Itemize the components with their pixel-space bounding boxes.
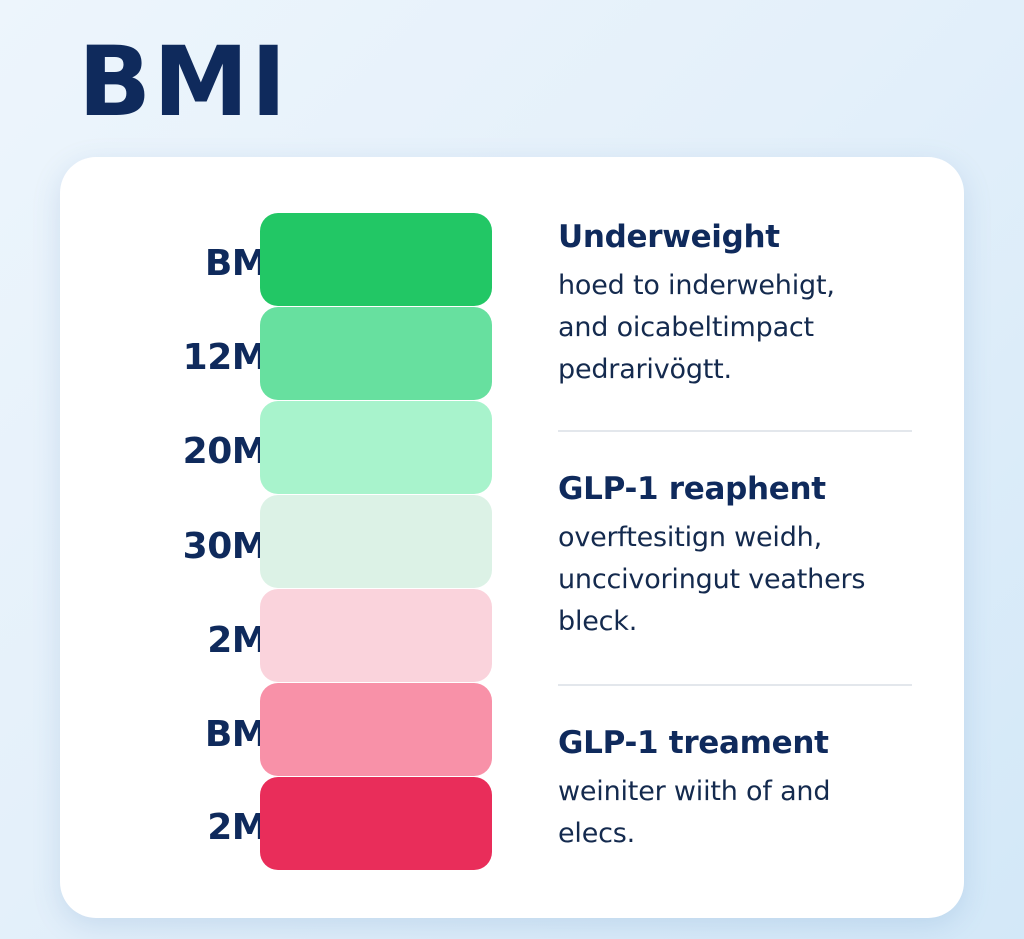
page-title: BMI (78, 26, 289, 138)
bar-segment (260, 589, 492, 682)
info-block-glp1-treament: GLP-1 treament weiniter wiith of and ele… (558, 723, 918, 855)
bmi-card: BMI 12MI 20MI 30MI 2MI BMI 2MI (60, 157, 964, 918)
info-line: elecs. (558, 818, 636, 849)
info-heading: GLP-1 reaphent (558, 471, 826, 507)
info-line: overftesitign weidh, (558, 522, 822, 553)
info-block-underweight: Underweight hoed to inderwehigt, and oic… (558, 217, 918, 391)
divider (558, 430, 912, 432)
bar-segment (260, 683, 492, 776)
info-line: and oicabeltimpact (558, 312, 814, 343)
bmi-color-bar (260, 213, 492, 870)
info-line: bleck. (558, 606, 638, 637)
info-heading: Underweight (558, 219, 780, 255)
info-line: uncciv­oringut veathers (558, 564, 866, 595)
info-line: pedrarivögtt. (558, 354, 732, 385)
info-line: weiniter wiith of and (558, 776, 831, 807)
info-heading: GLP-1 treament (558, 725, 829, 761)
divider (558, 684, 912, 686)
bar-segment (260, 401, 492, 494)
info-line: hoed to inderwehigt, (558, 270, 835, 301)
bar-segment (260, 495, 492, 588)
bar-segment (260, 213, 492, 306)
bar-segment (260, 307, 492, 400)
bar-segment (260, 777, 492, 870)
info-block-glp1-reaphent: GLP-1 reaphent overftesitign weidh, uncc… (558, 469, 918, 643)
